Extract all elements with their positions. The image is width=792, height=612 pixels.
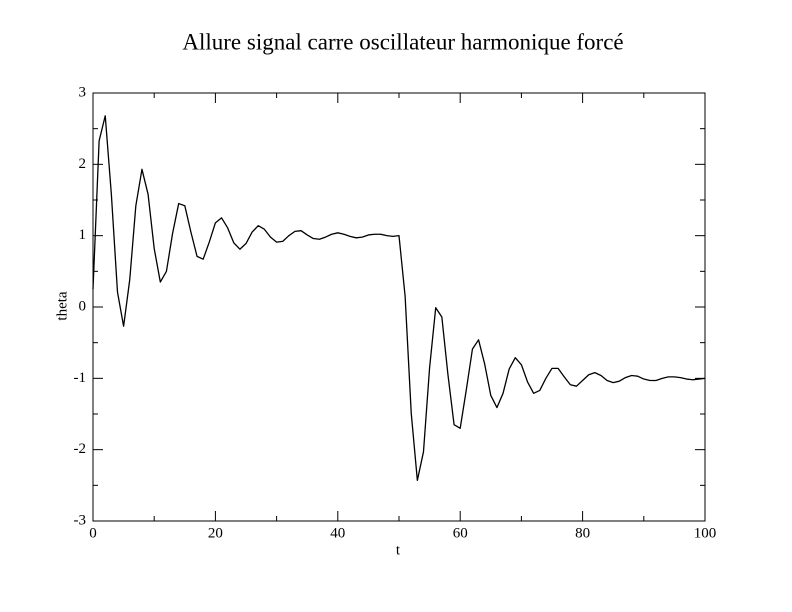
x-tick-label: 100 [694,525,717,541]
y-tick-label: 1 [79,227,87,243]
y-tick-label: -2 [74,441,87,457]
x-tick-label: 80 [575,525,590,541]
x-tick-label: 60 [453,525,468,541]
data-line [92,115,706,481]
y-tick-label: 3 [79,84,87,100]
x-tick-label: 20 [208,525,223,541]
x-tick-label: 40 [330,525,345,541]
y-tick-label: -1 [74,370,87,386]
y-tick-label: 0 [79,298,87,314]
plot-frame [92,92,706,522]
x-tick-label: 0 [89,525,97,541]
chart-title: Allure signal carre oscillateur harmoniq… [182,29,623,54]
y-tick-label: -3 [74,512,87,528]
y-tick-label: 2 [79,156,87,172]
y-axis-label: theta [54,291,70,320]
x-axis-label: t [396,542,401,558]
